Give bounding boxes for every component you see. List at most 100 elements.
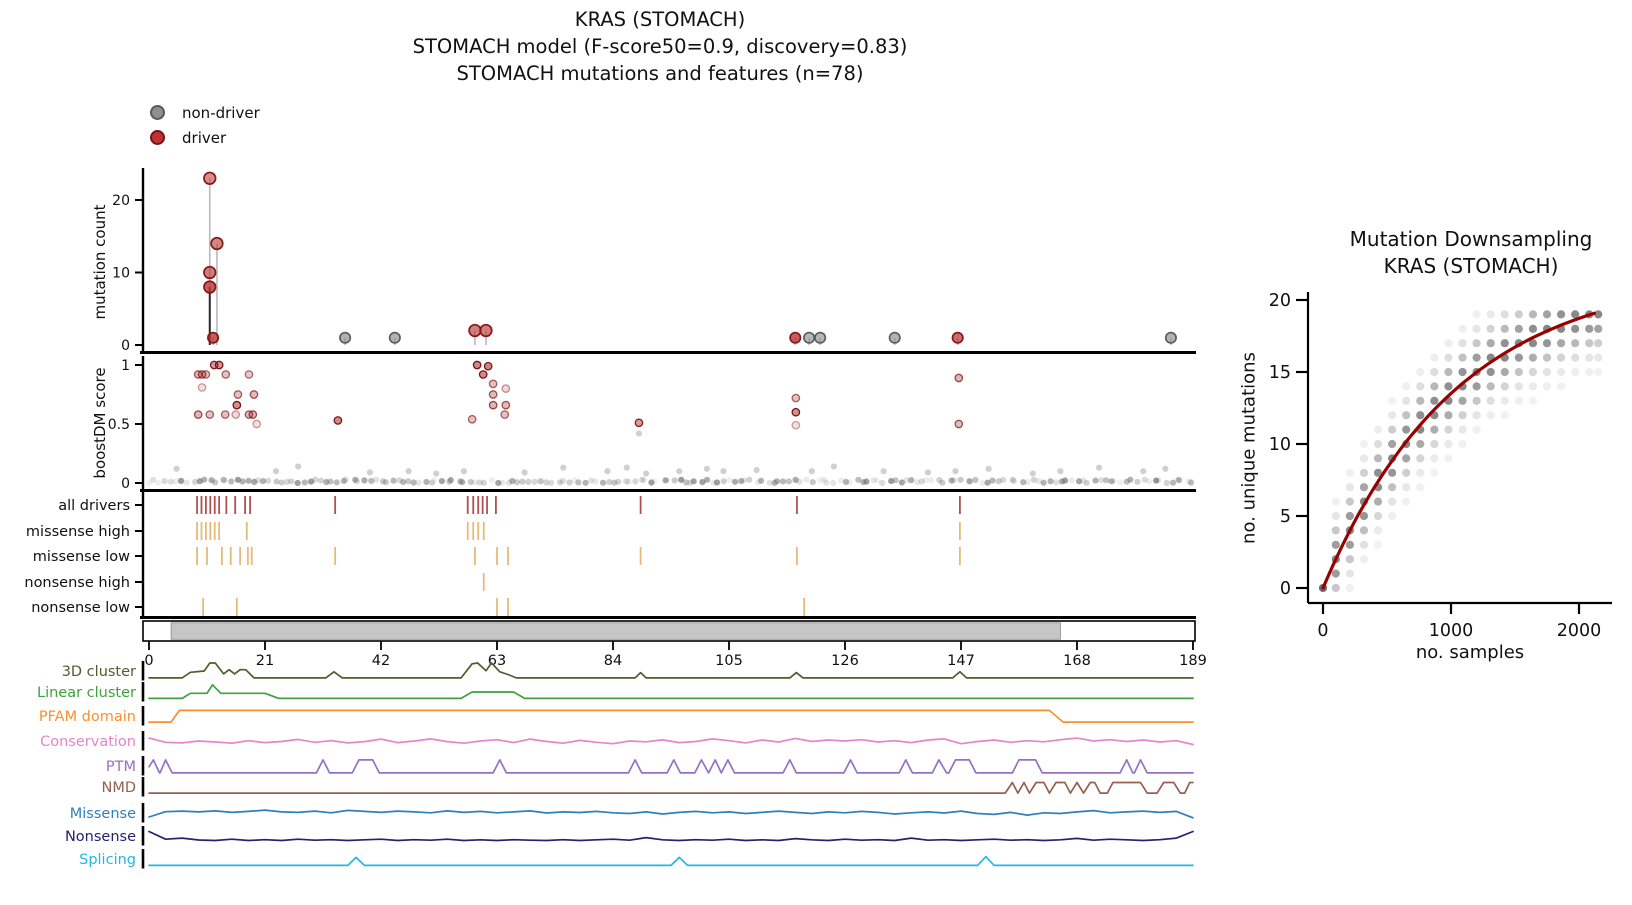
score-zero-dot — [428, 479, 436, 486]
driver-dot — [207, 331, 220, 344]
non-driver-dot — [888, 331, 901, 344]
ds-dot — [1458, 367, 1467, 377]
score-zero-dot — [1047, 478, 1054, 485]
ds-dot — [1388, 511, 1397, 521]
score-zero-dot — [161, 478, 168, 485]
score-zero-dot — [431, 477, 438, 484]
ds-dot — [1345, 555, 1354, 564]
non-driver-score-dot — [1140, 468, 1147, 475]
score-zero-dot — [989, 477, 996, 484]
ds-dot — [1542, 353, 1552, 362]
driver-score-dot — [221, 370, 231, 379]
score-zero-dot — [914, 479, 921, 486]
score-zero-dot — [903, 477, 910, 484]
score-zero-dot — [1092, 477, 1099, 484]
driver-score-dot — [467, 414, 477, 424]
ds-dot — [1556, 382, 1566, 391]
driver-score-dot — [333, 416, 343, 425]
ds-dot — [1514, 310, 1523, 319]
ds-dot — [1359, 540, 1369, 549]
driver-score-dot — [232, 400, 242, 410]
ds-dot — [1458, 411, 1467, 420]
non-driver-dot — [814, 331, 827, 344]
figure-title: KRAS (STOMACH) STOMACH model (F-score50=… — [150, 6, 1170, 87]
ds-dot — [1458, 425, 1467, 434]
ds-dot — [1373, 540, 1383, 549]
score-zero-dot — [556, 479, 564, 486]
score-zero-dot — [640, 477, 648, 484]
score-zero-dot — [922, 477, 929, 484]
non-driver-score-dot — [1162, 465, 1169, 472]
score-zero-dot — [1145, 478, 1152, 485]
score-zero-dot — [1009, 476, 1016, 483]
score-zero-dot — [1103, 477, 1110, 484]
score-zero-dot — [234, 476, 242, 483]
ds-dot — [1500, 339, 1509, 348]
ds-dot — [1571, 353, 1580, 362]
ds-dot — [1571, 367, 1580, 377]
non-driver-score-dot — [1029, 470, 1036, 477]
ds-dot — [1594, 324, 1603, 333]
non-driver-score-dot — [405, 468, 412, 475]
y-tick-label: 10 — [1269, 435, 1291, 455]
score-zero-dot — [531, 478, 538, 485]
ds-dot — [1359, 555, 1369, 564]
score-zero-dot — [368, 477, 375, 485]
score-zero-dot — [599, 479, 607, 486]
ds-dot — [1359, 468, 1369, 477]
ds-dot — [1444, 425, 1453, 434]
legend-item-non-driver: non-driver — [150, 100, 260, 125]
driver-score-dot — [197, 383, 207, 392]
ds-dot — [1416, 396, 1425, 405]
score-zero-dot — [438, 478, 446, 485]
score-zero-dot — [221, 477, 228, 484]
legend: non-driver driver — [150, 100, 260, 150]
score-zero-dot — [447, 476, 454, 484]
domain-track — [142, 620, 1196, 642]
score-zero-dot — [410, 479, 417, 486]
ds-dot — [1359, 454, 1369, 463]
panel-separator — [140, 351, 1196, 354]
ds-dot — [1359, 526, 1369, 535]
score-zero-dot — [671, 477, 678, 484]
score-zero-dot — [323, 478, 330, 486]
driver-dot — [789, 331, 802, 344]
driver-dot — [468, 323, 482, 338]
score-zero-dot — [525, 478, 532, 485]
score-zero-dot — [662, 477, 670, 484]
feature-line-Nonsense — [148, 830, 1194, 842]
ds-dot — [1594, 310, 1603, 319]
driver-dot — [203, 171, 217, 185]
score-zero-dot — [167, 478, 174, 485]
score-zero-dot — [837, 477, 845, 484]
ds-dot — [1444, 454, 1453, 463]
ds-dot — [1556, 339, 1566, 348]
score-zero-dot — [588, 477, 595, 484]
score-zero-dot — [1098, 476, 1105, 484]
ds-dot — [1416, 411, 1425, 420]
score-zero-dot — [879, 479, 886, 487]
driver-score-dot — [231, 410, 241, 419]
score-zero-dot — [405, 478, 412, 485]
ds-dot — [1402, 382, 1411, 391]
track-label-nonsense-low: nonsense low — [31, 600, 130, 616]
ds-dot — [1458, 353, 1467, 362]
score-zero-dot — [846, 479, 853, 486]
ds-dot — [1486, 396, 1495, 405]
score-zero-dot — [1163, 479, 1170, 487]
driver-dot — [203, 280, 217, 294]
score-zero-dot — [537, 478, 544, 485]
score-zero-dot — [1035, 478, 1042, 485]
ds-dot — [1373, 454, 1383, 463]
ds-dot — [1458, 439, 1467, 449]
score-zero-dot — [509, 477, 516, 485]
score-zero-dot — [792, 476, 799, 483]
score-zero-dot — [208, 477, 215, 484]
feature-label-PFAM-domain: PFAM domain — [39, 709, 136, 725]
non-driver-score-dot — [880, 468, 887, 475]
score-zero-dot — [1061, 477, 1069, 484]
ds-dot — [1430, 382, 1439, 391]
score-zero-dot — [690, 478, 697, 485]
ds-dot — [1359, 483, 1369, 492]
score-zero-dot — [713, 479, 721, 486]
